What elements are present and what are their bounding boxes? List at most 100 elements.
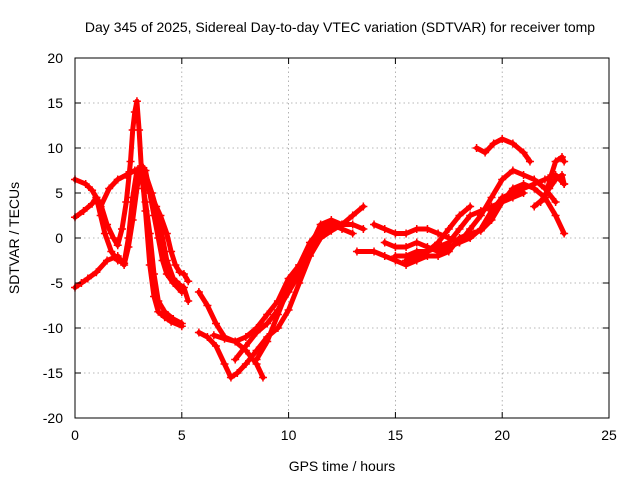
data-point-marker	[412, 252, 421, 260]
data-point-marker	[359, 225, 368, 233]
data-point-marker	[551, 157, 560, 166]
data-point-marker	[423, 247, 432, 256]
data-point-marker	[252, 328, 261, 337]
satellite-track-16	[472, 135, 534, 166]
satellite-track-1	[71, 97, 186, 331]
data-point-marker	[316, 220, 325, 229]
data-point-marker	[179, 283, 188, 292]
data-point-marker	[530, 202, 539, 211]
data-point-marker	[175, 280, 184, 289]
data-point-marker	[128, 216, 137, 224]
data-point-marker	[167, 247, 176, 256]
data-point-marker	[105, 184, 114, 193]
series-trace	[72, 98, 185, 329]
y-tick-label: 5	[55, 185, 63, 201]
data-point-marker	[476, 207, 485, 215]
data-point-marker	[88, 199, 97, 208]
data-point-marker	[162, 256, 171, 265]
x-tick-label: 25	[601, 427, 617, 443]
y-tick-label: -20	[43, 410, 63, 426]
data-point-marker	[536, 198, 545, 206]
data-point-marker	[96, 211, 105, 220]
data-point-marker	[444, 238, 453, 247]
data-point-marker	[203, 301, 212, 310]
data-point-marker	[209, 331, 218, 340]
satellite-track-10	[252, 216, 368, 364]
data-point-marker	[130, 166, 139, 175]
data-point-marker	[231, 355, 240, 364]
data-point-marker	[184, 277, 193, 286]
data-point-marker	[498, 135, 507, 143]
data-point-marker	[135, 126, 144, 134]
satellite-track-15	[402, 202, 475, 265]
data-point-marker	[252, 355, 261, 364]
data-point-marker	[96, 202, 105, 211]
data-point-marker	[487, 202, 496, 211]
data-point-marker	[380, 252, 389, 260]
data-point-marker	[233, 369, 242, 377]
y-tick-label: 10	[47, 140, 63, 156]
data-point-marker	[154, 297, 163, 305]
data-point-marker	[508, 166, 517, 175]
data-point-marker	[284, 306, 293, 314]
data-point-marker	[171, 261, 180, 269]
data-point-marker	[169, 315, 178, 323]
data-point-marker	[100, 229, 109, 238]
data-point-marker	[508, 193, 517, 202]
data-point-marker	[444, 225, 453, 233]
data-point-marker	[423, 225, 432, 233]
series-trace	[140, 177, 191, 284]
y-tick-label: 20	[47, 50, 63, 66]
data-point-marker	[489, 139, 498, 148]
data-point-marker	[162, 229, 171, 238]
data-point-marker	[117, 225, 126, 233]
data-point-marker	[263, 310, 272, 319]
data-point-marker	[551, 175, 560, 184]
series-trace	[196, 222, 356, 344]
data-point-marker	[466, 234, 475, 242]
data-point-marker	[455, 238, 464, 247]
data-point-marker	[560, 180, 569, 188]
y-tick-label: -15	[43, 365, 63, 381]
data-point-marker	[109, 234, 118, 242]
data-point-marker	[231, 337, 240, 346]
data-point-marker	[476, 225, 485, 233]
data-point-marker	[530, 175, 539, 184]
data-point-marker	[551, 198, 560, 206]
data-point-marker	[113, 252, 122, 260]
x-tick-label: 20	[494, 427, 510, 443]
data-point-marker	[498, 198, 507, 206]
data-point-marker	[177, 319, 186, 328]
data-point-marker	[348, 211, 357, 220]
data-point-marker	[402, 256, 411, 265]
data-point-marker	[560, 229, 569, 238]
data-point-marker	[220, 334, 229, 343]
data-point-marker	[434, 229, 443, 238]
data-point-marker	[194, 328, 203, 337]
data-point-marker	[412, 225, 421, 233]
data-point-marker	[466, 202, 475, 211]
data-point-marker	[145, 189, 154, 197]
data-point-marker	[284, 283, 293, 292]
y-tick-label: -5	[51, 275, 64, 291]
data-point-marker	[391, 243, 400, 251]
data-point-marker	[258, 373, 267, 382]
data-point-marker	[370, 247, 379, 256]
data-point-marker	[348, 220, 357, 229]
x-tick-label: 10	[281, 427, 297, 443]
y-tick-label: 0	[55, 230, 63, 246]
data-point-marker	[412, 238, 421, 247]
data-point-marker	[126, 157, 135, 166]
data-point-marker	[152, 202, 161, 211]
data-point-marker	[327, 225, 336, 233]
data-point-marker	[103, 256, 112, 265]
data-point-marker	[211, 319, 220, 328]
data-point-marker	[295, 261, 304, 269]
data-point-marker	[370, 220, 379, 229]
data-point-marker	[145, 229, 154, 238]
data-point-marker	[551, 211, 560, 220]
data-point-marker	[519, 171, 528, 179]
data-point-marker	[402, 229, 411, 238]
data-point-marker	[498, 175, 507, 184]
